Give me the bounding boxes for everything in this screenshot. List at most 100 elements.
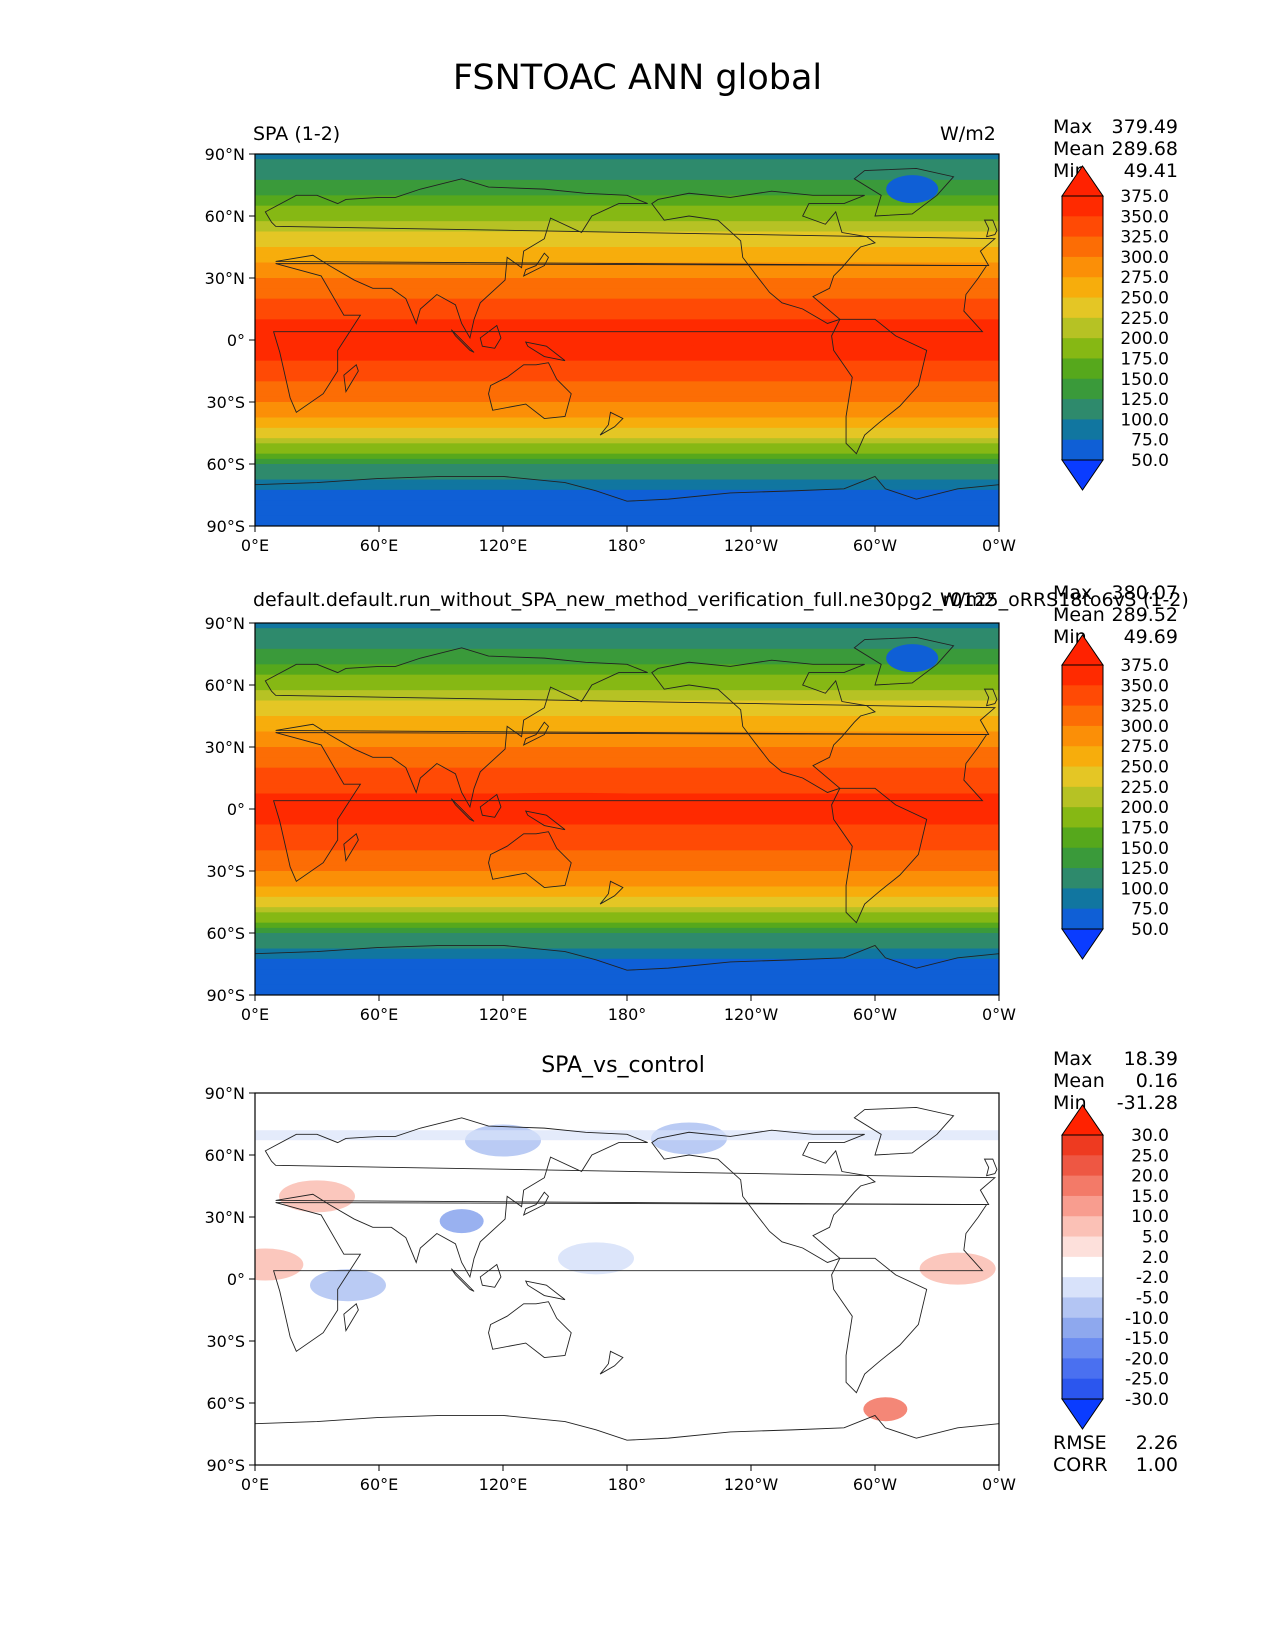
x-tick-label: 60°W — [853, 536, 897, 555]
zonal-band — [255, 679, 999, 686]
colorbar-tick-label: 275.0 — [1120, 268, 1169, 288]
coastline — [524, 1280, 566, 1301]
zonal-band — [255, 231, 999, 238]
zonal-band — [255, 262, 999, 269]
zonal-band — [255, 391, 999, 398]
colorbar-tick-label: 125.0 — [1120, 390, 1169, 410]
zonal-band — [255, 969, 999, 975]
colorbar-segment — [1062, 705, 1103, 727]
colorbar-tick-label: 250.0 — [1120, 289, 1169, 309]
coastline — [479, 324, 502, 349]
colorbar-segment — [1062, 1277, 1103, 1298]
zonal-band — [255, 762, 999, 769]
coastline — [488, 831, 572, 888]
zonal-band — [255, 772, 999, 779]
panel-2-units-label: W/m2 — [940, 589, 996, 611]
zonal-band — [255, 314, 999, 320]
zonal-band — [255, 654, 999, 660]
panel-3-stats: Max 18.39 Mean 0.16 Min -31.28 — [1053, 1048, 1178, 1114]
coastline — [831, 787, 928, 924]
zonal-band — [255, 381, 999, 388]
colorbar-segment — [1062, 216, 1103, 238]
zonal-band — [255, 402, 999, 408]
coastline — [831, 318, 928, 455]
zonal-band — [255, 288, 999, 295]
stat-max-value: 18.39 — [1123, 1048, 1178, 1070]
zonal-band — [255, 226, 999, 233]
zonal-band — [255, 695, 999, 702]
colorbar-segment — [1062, 1135, 1103, 1156]
coastline — [599, 411, 624, 436]
zonal-band — [255, 964, 999, 970]
colorbar-segment — [1062, 1236, 1103, 1258]
zonal-band — [255, 648, 999, 655]
greenland-ice — [886, 175, 939, 204]
y-tick-label: 90°S — [206, 1456, 245, 1475]
zonal-band — [255, 953, 999, 960]
panel-2-stats: Max 380.07 Mean 289.52 Min 49.69 — [1053, 582, 1178, 648]
zonal-band — [255, 989, 999, 995]
coastline — [599, 1350, 624, 1375]
x-tick-label: 60°W — [853, 1475, 897, 1494]
anomaly-patch — [919, 1252, 996, 1285]
zonal-band — [255, 185, 999, 191]
zonal-band — [255, 252, 999, 258]
zonal-band — [255, 179, 999, 186]
coastline — [264, 178, 997, 340]
coastline — [272, 1202, 988, 1353]
zonal-band — [255, 674, 999, 681]
greenland-ice — [886, 644, 939, 673]
coastline — [599, 880, 624, 905]
zonal-band — [255, 705, 999, 712]
colorbar-segment — [1062, 317, 1103, 339]
zonal-band — [255, 778, 999, 784]
coastline — [450, 798, 475, 822]
zonal-band — [255, 829, 999, 836]
colorbar-segment — [1062, 1216, 1103, 1238]
colorbar-segment — [1062, 786, 1103, 808]
coastline — [522, 252, 550, 277]
coastline — [524, 341, 566, 362]
zonal-band — [255, 164, 999, 171]
zonal-band — [255, 422, 999, 429]
colorbar-tick-label: 30.0 — [1131, 1126, 1169, 1146]
colorbar-segment — [1062, 725, 1103, 747]
stat-rmse-value: 2.26 — [1135, 1432, 1178, 1454]
y-tick-label: 0° — [227, 800, 245, 819]
x-tick-label: 0°E — [241, 536, 269, 555]
coastline — [853, 637, 955, 686]
colorbar-segment — [1062, 297, 1103, 319]
colorbar-tick-label: 125.0 — [1120, 859, 1169, 879]
x-tick-label: 120°W — [724, 1005, 779, 1024]
colorbar-tick-label: 200.0 — [1120, 329, 1169, 349]
coastline — [522, 721, 550, 746]
colorbar-segment — [1062, 908, 1103, 930]
zonal-band — [255, 464, 999, 470]
zonal-band — [255, 257, 999, 264]
colorbar-segment — [1062, 868, 1103, 889]
colorbar-tick-label: 10.0 — [1131, 1207, 1169, 1227]
colorbar-segment — [1062, 439, 1103, 461]
zonal-band — [255, 247, 999, 253]
colorbar-segment — [1062, 827, 1103, 849]
colorbar-segment — [1062, 685, 1103, 707]
zonal-band — [255, 479, 999, 486]
y-tick-label: 30°N — [205, 269, 245, 288]
zonal-band — [255, 896, 999, 903]
coastline — [651, 190, 876, 324]
zonal-band — [255, 902, 999, 908]
x-tick-label: 60°E — [360, 1005, 398, 1024]
colorbar-extend-max — [1061, 1104, 1104, 1136]
zonal-band — [255, 917, 999, 924]
zonal-band — [255, 159, 999, 165]
zonal-band — [255, 510, 999, 517]
zonal-band — [255, 154, 999, 160]
zonal-band — [255, 345, 999, 351]
colorbar-tick-label: 100.0 — [1120, 410, 1169, 430]
zonal-band — [255, 741, 999, 748]
colorbar-segment — [1062, 1338, 1103, 1359]
coastline — [651, 1129, 876, 1263]
colorbar-tick-label: 275.0 — [1120, 737, 1169, 757]
zonal-band — [255, 469, 999, 475]
colorbar-segment — [1062, 847, 1103, 869]
